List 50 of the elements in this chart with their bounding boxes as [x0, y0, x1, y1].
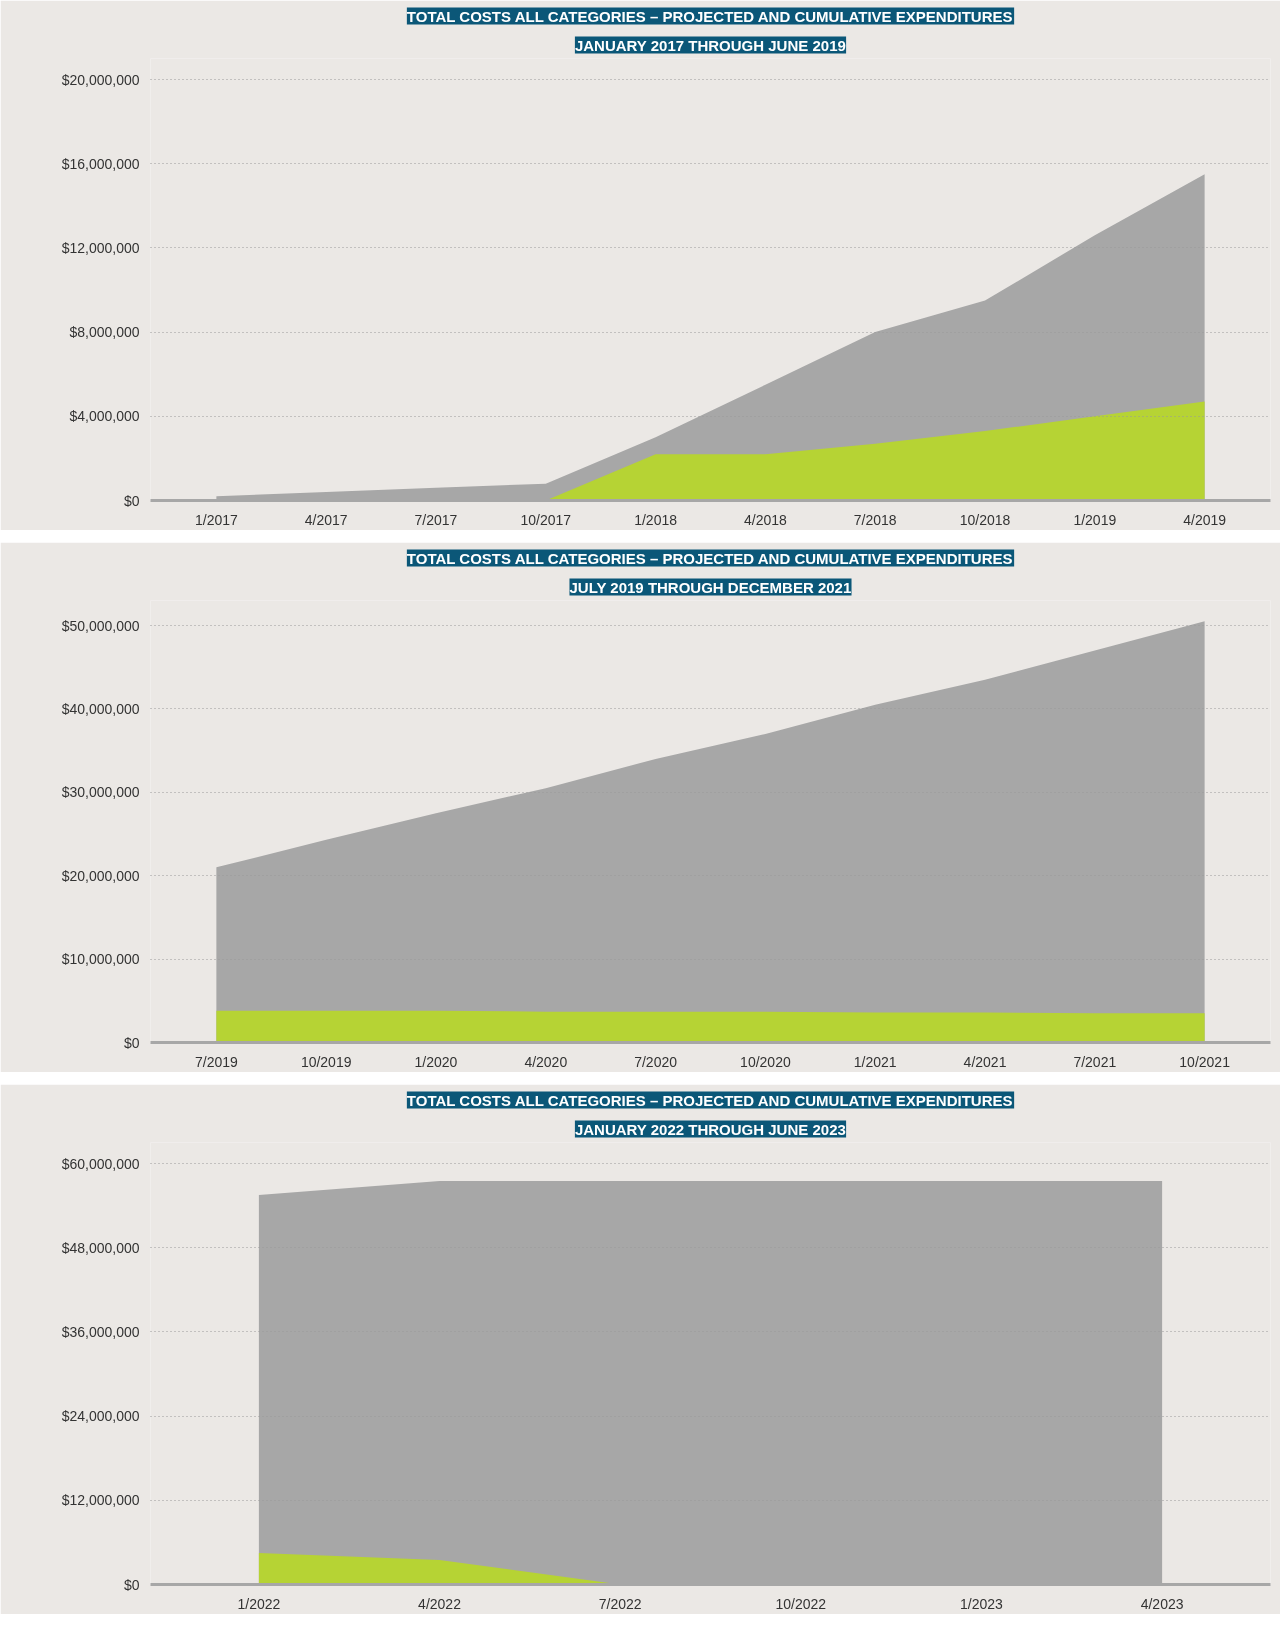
x-tick-label: 4/2023: [1140, 1595, 1184, 1612]
x-tick-label: 1/2020: [414, 1053, 458, 1070]
x-tick-label: 4/2019: [1183, 511, 1227, 528]
chart-title: TOTAL COSTS ALL CATEGORIES – PROJECTED AND CUMULATIVE EXPENDITURES: [406, 1091, 1013, 1109]
y-tick-label: $60,000,000: [61, 1155, 140, 1172]
y-tick-label: $20,000,000: [61, 867, 140, 884]
x-tick-label: 7/2020: [634, 1053, 678, 1070]
chart-subtitle: JANUARY 2022 THROUGH JUNE 2023: [574, 1120, 846, 1138]
chart-title: TOTAL COSTS ALL CATEGORIES – PROJECTED AND CUMULATIVE EXPENDITURES: [406, 7, 1013, 25]
y-tick-label: $0: [123, 1576, 140, 1593]
chart-subtitle: JULY 2019 THROUGH DECEMBER 2021: [569, 578, 852, 596]
x-tick-label: 7/2019: [194, 1053, 239, 1070]
y-tick-label: $4,000,000: [69, 408, 140, 425]
y-tick-label: $36,000,000: [61, 1323, 140, 1340]
y-tick-label: $30,000,000: [61, 784, 140, 801]
x-tick-label: 1/2019: [1073, 511, 1117, 528]
y-tick-label: $40,000,000: [61, 700, 140, 717]
x-tick-label: 7/2017: [414, 511, 458, 528]
x-tick-label: 4/2020: [524, 1053, 568, 1070]
x-tick-label: 10/2017: [520, 511, 572, 528]
x-tick-label: 4/2022: [418, 1595, 462, 1612]
x-tick-label: 7/2021: [1073, 1053, 1117, 1070]
x-tick-label: 1/2022: [237, 1595, 281, 1612]
y-tick-label: $10,000,000: [61, 951, 140, 968]
chart-subtitle: JANUARY 2017 THROUGH JUNE 2019: [574, 36, 846, 54]
y-tick-label: $20,000,000: [61, 71, 140, 88]
chart-title: TOTAL COSTS ALL CATEGORIES – PROJECTED AND CUMULATIVE EXPENDITURES: [406, 549, 1013, 567]
y-tick-label: $48,000,000: [61, 1239, 140, 1256]
y-tick-label: $12,000,000: [61, 239, 140, 256]
x-tick-label: 10/2018: [959, 511, 1011, 528]
x-tick-label: 10/2022: [775, 1595, 827, 1612]
x-tick-label: 10/2020: [740, 1053, 791, 1070]
y-tick-label: $0: [123, 1034, 140, 1051]
x-tick-label: 1/2017: [194, 511, 239, 528]
y-tick-label: $24,000,000: [61, 1408, 140, 1425]
y-tick-label: $8,000,000: [69, 324, 140, 341]
x-tick-label: 4/2018: [743, 511, 788, 528]
x-tick-label: 10/2021: [1179, 1053, 1231, 1070]
x-tick-label: 1/2018: [634, 511, 678, 528]
x-tick-label: 4/2021: [963, 1053, 1007, 1070]
x-tick-label: 7/2022: [598, 1595, 642, 1612]
x-tick-label: 1/2023: [960, 1595, 1004, 1612]
y-tick-label: $16,000,000: [61, 155, 140, 172]
x-tick-label: 10/2019: [300, 1053, 352, 1070]
y-tick-label: $50,000,000: [61, 617, 140, 634]
x-tick-label: 4/2017: [304, 511, 348, 528]
y-tick-label: $0: [123, 492, 140, 509]
x-tick-label: 1/2021: [853, 1053, 897, 1070]
x-tick-label: 7/2018: [853, 511, 897, 528]
y-tick-label: $12,000,000: [61, 1492, 140, 1509]
